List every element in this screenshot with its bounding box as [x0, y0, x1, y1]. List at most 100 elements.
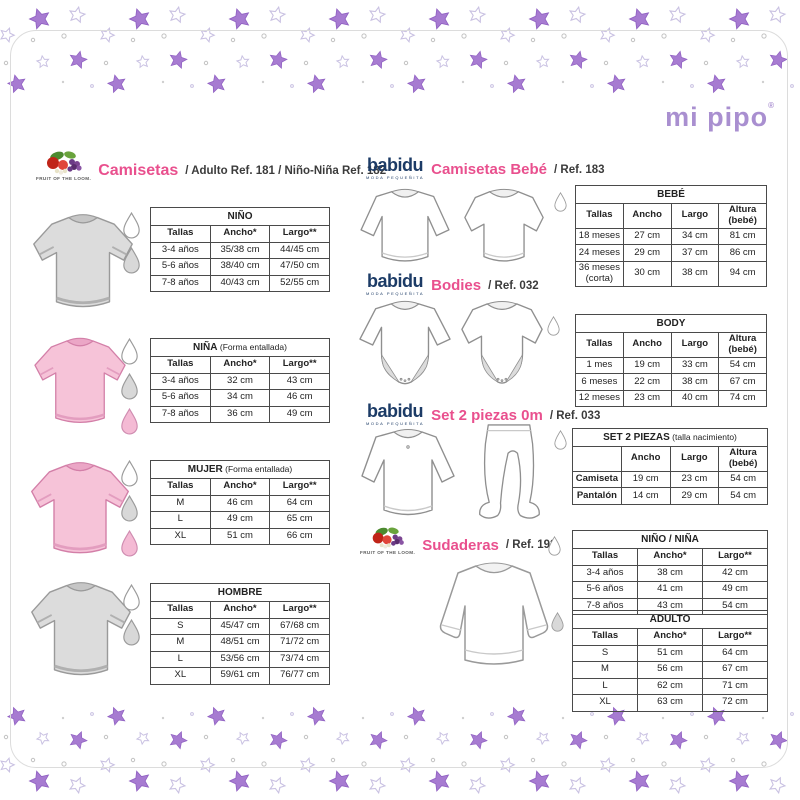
size-table-set2piezas-grid: SET 2 PIEZAS (talla nacimiento) Ancho Larg…: [572, 428, 768, 505]
babidu-logo: babidu MODA PEQUEÑITA: [366, 271, 425, 296]
section-header-bodies: babidu MODA PEQUEÑITA Bodies / Ref. 032: [366, 272, 539, 296]
table-cell: 35/38 cm: [209, 241, 271, 259]
table-row: 1 mes 19 cm 33 cm 54 cm: [575, 356, 767, 375]
color-options-nino: [120, 211, 143, 275]
table-header-cell: Largo**: [702, 628, 768, 646]
table-cell: 94 cm: [718, 260, 767, 287]
table-header-cell: Largo**: [269, 601, 330, 619]
table-row: 5-6 años 38/40 cm 47/50 cm: [150, 258, 330, 276]
table-cell: 51 cm: [209, 527, 271, 545]
star-pattern-border-top: [0, 0, 800, 100]
table-header-cell: Tallas: [150, 356, 211, 374]
section-title-camisetas-bebe: Camisetas Bebé: [431, 161, 548, 178]
table-row: 36 meses (corta) 30 cm 38 cm 94 cm: [575, 260, 767, 287]
table-cell: 52/55 cm: [269, 274, 330, 292]
table-cell: 38 cm: [637, 564, 703, 582]
table-title: NIÑO / NIÑA: [572, 530, 768, 549]
table-header-cell: Largo**: [269, 478, 330, 496]
table-cell: 3-4 años: [150, 241, 211, 259]
body-short-sleeve-illustration: [461, 300, 543, 384]
color-options-bebe: [552, 191, 569, 213]
table-header-cell: Ancho*: [637, 628, 703, 646]
table-cell: 62 cm: [637, 677, 703, 695]
tshirt-mujer-illustration: [31, 462, 129, 554]
table-cell: 38 cm: [670, 373, 720, 391]
table-row: 3-4 años 35/38 cm 44/45 cm: [150, 241, 330, 259]
table-row: M 46 cm 64 cm: [150, 494, 330, 512]
table-cell: 41 cm: [637, 581, 703, 599]
body-long-sleeve-illustration: [359, 300, 451, 385]
section-title-sudaderas: Sudaderas: [422, 536, 499, 554]
table-cell: 56 cm: [637, 661, 703, 679]
table-row: Camiseta 19 cm 23 cm 54 cm: [572, 470, 768, 489]
table-header-cell: Altura (bebé): [718, 332, 767, 358]
table-cell: 14 cm: [620, 487, 671, 505]
table-row: 3-4 años 32 cm 43 cm: [150, 372, 330, 390]
table-cell: 54 cm: [718, 356, 767, 375]
table-cell: 27 cm: [622, 227, 672, 246]
set-footed-pants-illustration: [479, 424, 540, 519]
table-cell: 46 cm: [209, 494, 271, 512]
table-header-cell: Largo: [670, 332, 720, 358]
table-header-row: Tallas Ancho* Largo**: [150, 225, 330, 243]
table-cell: 44/45 cm: [269, 241, 330, 259]
table-cell: 19 cm: [620, 470, 671, 489]
table-cell: 73/74 cm: [269, 650, 330, 668]
color-drop-grey-icon: [121, 494, 138, 522]
table-row: S 45/47 cm 67/68 cm: [150, 617, 330, 635]
table-title: SET 2 PIEZAS (talla nacimiento): [572, 428, 768, 447]
color-drop-grey-icon: [123, 618, 140, 646]
table-cell: 23 cm: [622, 389, 672, 408]
table-cell: 81 cm: [718, 227, 767, 246]
section-ref-camisetas: / Adulto Ref. 181 / Niño-Niña Ref. 182: [185, 165, 387, 178]
table-cell: 71/72 cm: [269, 634, 330, 652]
table-cell: 43 cm: [269, 372, 330, 390]
table-cell: M: [572, 661, 638, 679]
table-cell: 65 cm: [269, 511, 330, 529]
color-options-mujer: [118, 459, 141, 558]
table-header-cell: Ancho*: [209, 478, 271, 496]
size-table-mujer: MUJER (Forma entallada) Tallas Ancho* Largo…: [150, 460, 330, 545]
table-row: 3-4 años 38 cm 42 cm: [572, 564, 768, 582]
table-cell: 45/47 cm: [209, 617, 271, 635]
table-cell: S: [150, 617, 211, 635]
table-cell: 5-6 años: [572, 581, 638, 599]
table-row: S 51 cm 64 cm: [572, 644, 768, 662]
table-cell: 64 cm: [702, 644, 768, 662]
fruit-of-the-loom-logo: FRUIT OF THE LOOM.: [360, 526, 415, 556]
size-table-bebe: BEBÉ Tallas Ancho Largo Altura (bebé) 18 mese…: [575, 185, 767, 287]
table-header-row: Tallas Ancho* Largo**: [572, 548, 768, 566]
babidu-logo: babidu MODA PEQUEÑITA: [366, 155, 425, 180]
table-title: BODY: [575, 314, 767, 333]
tshirt-hombre-illustration: [31, 582, 131, 676]
color-drop-grey-icon: [123, 246, 140, 274]
table-header-row: Tallas Ancho Largo Altura (bebé): [575, 203, 767, 229]
table-cell: XL: [150, 667, 211, 685]
table-title: ADULTO: [572, 610, 768, 629]
table-row: L 49 cm 65 cm: [150, 511, 330, 529]
table-row: XL 51 cm 66 cm: [150, 527, 330, 545]
table-cell: 3-4 años: [150, 372, 211, 390]
table-cell: 46 cm: [269, 389, 330, 407]
table-cell: 37 cm: [670, 244, 720, 262]
table-cell: 22 cm: [622, 373, 672, 391]
mipipo-logo: mi pipo®: [665, 101, 774, 132]
fruit-of-the-loom-logo: FRUIT OF THE LOOM.: [36, 150, 91, 182]
table-cell: 34 cm: [670, 227, 720, 246]
color-options-body: [545, 315, 562, 337]
section-title-camisetas: Camisetas: [98, 161, 179, 179]
size-table-nina: NIÑA (Forma entallada) Tallas Ancho* Largo*…: [150, 338, 330, 423]
table-header-cell: Ancho: [620, 446, 671, 472]
table-header-cell: Tallas: [572, 628, 638, 646]
table-cell: 36 meses (corta): [575, 260, 624, 287]
table-header-cell: Tallas: [150, 478, 211, 496]
table-row: L 62 cm 71 cm: [572, 677, 768, 695]
section-header-set2piezas: babidu MODA PEQUEÑITA Set 2 piezas 0m / …: [366, 402, 600, 426]
table-cell: 38/40 cm: [209, 258, 271, 276]
size-table-nino-grid: NIÑO Tallas Ancho* Largo** 3-4 años 35/38 cm 4…: [150, 207, 330, 292]
table-title: MUJER (Forma entallada): [150, 460, 330, 479]
table-row: 5-6 años 34 cm 46 cm: [150, 389, 330, 407]
table-cell: S: [572, 644, 638, 662]
color-drop-white-icon: [554, 191, 567, 212]
